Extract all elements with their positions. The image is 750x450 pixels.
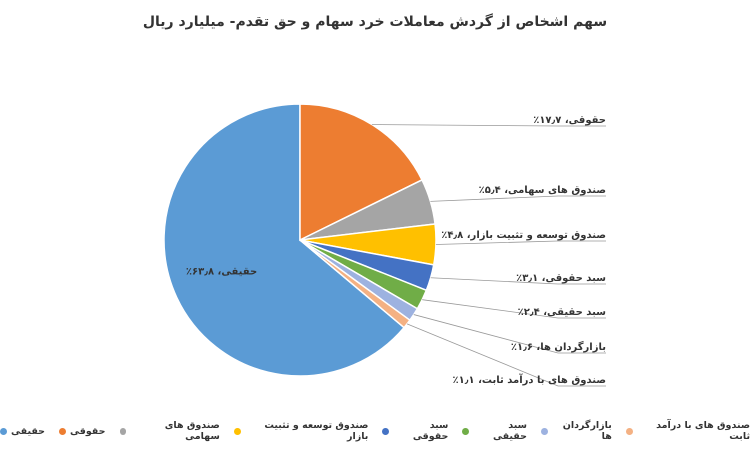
data-label: سبد حقیقی، ۲٫۴٪ (518, 307, 606, 318)
data-label: حقوقی، ۱۷٫۷٪ (533, 115, 606, 126)
pie-slice (299, 103, 424, 242)
data-label: صندوق های با درآمد ثابت، ۱٫۱٪ (453, 373, 606, 386)
legend-label: سبد حقیقی (492, 420, 527, 442)
legend-item: صندوق های سهامی (119, 420, 220, 442)
legend-item: سبد حقوقی (382, 420, 448, 442)
legend-marker (541, 427, 548, 435)
data-label: صندوق توسعه و تثبیت بازار، ۴٫۸٪ (441, 230, 606, 241)
legend-label: حقوقی (70, 425, 106, 437)
legend-item: حقوقی (59, 420, 106, 442)
leader-line (430, 195, 606, 202)
legend-marker (0, 427, 7, 435)
legend-marker (233, 427, 241, 435)
leader-line (413, 314, 606, 354)
legend-marker (462, 427, 470, 435)
data-label: بازارگردان ها، ۱٫۶٪ (511, 340, 606, 353)
legend-marker (59, 427, 67, 435)
leader-line (435, 240, 606, 245)
legend: حقیقی حقوقی صندوق های سهامی صندوق توسعه و ت… (0, 420, 750, 442)
legend-item: بازارگردان ها (541, 420, 612, 442)
legend-label: بازارگردان ها (562, 420, 612, 442)
data-label: حقیقی، ۶۳٫۸٪ (186, 267, 257, 278)
chart-title: سهم اشخاص از گردش معاملات خرد سهام و حق … (143, 13, 607, 30)
leader-line (430, 277, 606, 285)
legend-label: صندوق های با درآمد ثابت (656, 420, 750, 442)
leader-line (371, 124, 606, 127)
legend-label: سبد حقوقی (412, 420, 449, 442)
leader-line (406, 323, 606, 387)
legend-marker (119, 427, 127, 435)
legend-item: صندوق های با درآمد ثابت (625, 420, 750, 442)
pie-slice (163, 103, 406, 377)
legend-label: صندوق های سهامی (164, 420, 220, 442)
legend-item: سبد حقیقی (462, 420, 527, 442)
pie-slice (299, 239, 411, 329)
legend-label: حقیقی (11, 425, 46, 437)
leader-line (422, 299, 606, 319)
legend-item: صندوق توسعه و تثبیت بازار (233, 420, 369, 442)
legend-marker (382, 427, 390, 435)
legend-label: صندوق توسعه و تثبیت بازار (264, 420, 369, 442)
data-label: صندوق های سهامی، ۵٫۴٪ (479, 185, 606, 196)
legend-item: حقیقی (0, 420, 45, 442)
legend-marker (625, 427, 633, 435)
data-label: سبد حقوقی، ۳٫۱٪ (516, 273, 606, 284)
